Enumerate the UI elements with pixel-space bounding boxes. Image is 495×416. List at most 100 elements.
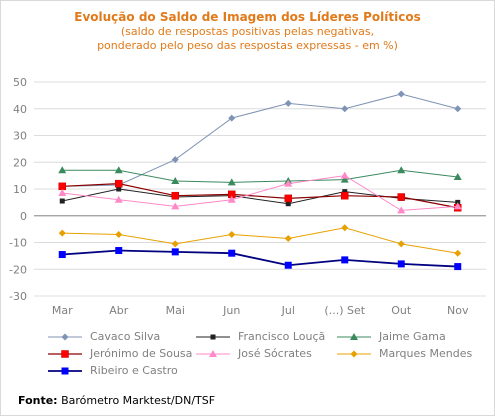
data-point-cavaco-silva [284,99,292,107]
legend-label: Jaime Gama [379,330,446,343]
series-line-cavaco-silva [62,93,458,187]
series-line-jose-socrates [62,175,458,211]
x-tick-label: Abr [109,304,129,317]
data-point-marques-mendes [228,230,236,238]
chart-title: Evolução do Saldo de Imagem dos Líderes … [74,10,421,24]
data-point-marques-mendes [341,224,349,232]
data-point-marques-mendes [284,234,292,242]
legend-swatch [196,334,230,340]
data-point-ribeiro-e-castro [341,256,349,264]
chart-subtitle-line-1: (saldo de respostas positivas pelas nega… [120,25,375,38]
legend-label: Jerónimo de Sousa [90,347,193,360]
data-point-ribeiro-e-castro [397,260,405,268]
data-point-jose-socrates [58,189,67,197]
x-tick-label: (...) Set [324,304,365,317]
data-point-cavaco-silva [397,90,405,98]
data-point-ribeiro-e-castro [228,249,236,257]
data-point-jeronimo-de-sousa [397,193,405,201]
data-point-jose-socrates [397,206,406,214]
data-point-marques-mendes [454,249,462,257]
series-cavaco-silva [58,90,462,190]
data-point-marques-mendes [397,240,405,248]
y-tick-label: -10 [9,237,27,250]
data-point-francisco-louca [285,201,291,207]
legend-swatch [48,367,82,375]
data-point-jaime-gama [114,166,123,174]
y-tick-label: 40 [13,103,27,116]
y-tick-label: 0 [20,210,27,223]
x-tick-label: Nov [447,304,469,317]
y-tick-label: -30 [9,290,27,303]
legend-swatch-marker [61,350,69,358]
series-line-ribeiro-e-castro [62,249,458,268]
legend-swatch [337,333,371,340]
legend-label: José Sócrates [238,347,312,360]
legend-swatch-marker [209,350,217,357]
data-point-francisco-louca [59,198,65,204]
data-point-ribeiro-e-castro [171,248,179,256]
legend-swatch [196,350,230,357]
series-ribeiro-e-castro [58,247,462,271]
data-point-jose-socrates [171,202,180,210]
legend-swatch-marker [61,333,69,341]
legend-swatch-marker [350,333,358,340]
y-tick-label: 50 [13,76,27,89]
series-jeronimo-de-sousa [58,179,462,212]
x-tick-label: Mai [166,304,185,317]
y-tick-label: -20 [9,263,27,276]
data-point-jose-socrates [227,195,236,203]
legend-label: Cavaco Silva [90,330,161,343]
series-marques-mendes [58,224,462,257]
x-tick-label: Jul [281,304,295,317]
series-line-marques-mendes [62,227,458,254]
legend-label: Marques Mendes [379,347,473,360]
data-point-marques-mendes [115,230,123,238]
data-point-jeronimo-de-sousa [341,191,349,200]
data-point-marques-mendes [58,229,66,237]
series-jose-socrates [58,171,462,214]
series-line-jeronimo-de-sousa [62,183,458,209]
data-point-jaime-gama [397,166,406,174]
legend-label: Ribeiro e Castro [90,364,178,377]
data-point-cavaco-silva [228,114,236,122]
data-point-marques-mendes [171,240,179,248]
data-point-cavaco-silva [171,156,179,164]
x-tick-label: Out [391,304,412,317]
data-point-jose-socrates [453,202,462,210]
source-text: Barómetro Marktest/DN/TSF [57,394,216,407]
y-tick-label: 10 [13,183,27,196]
data-point-cavaco-silva [341,105,349,113]
data-point-jaime-gama [171,176,180,184]
data-point-jose-socrates [340,171,349,179]
data-point-jeronimo-de-sousa [115,179,123,188]
y-tick-label: 20 [13,156,27,169]
data-point-jeronimo-de-sousa [58,182,66,191]
legend-swatch-marker [350,350,358,358]
data-point-francisco-louca [455,199,461,205]
data-point-francisco-louca [116,186,122,192]
line-chart: -30 -20 -10 0 10 20 30 40 50 Mar Abr Mai Jun Jul (...)… [9,76,486,317]
series-line-jaime-gama [62,169,458,183]
source-note: Fonte: Barómetro Marktest/DN/TSF [18,394,215,407]
data-point-ribeiro-e-castro [115,247,123,255]
legend-swatch-marker [210,334,216,340]
data-point-jose-socrates [284,179,293,187]
chart-subtitle-line-2: ponderado pelo peso das respostas expres… [97,39,398,52]
data-point-francisco-louca [342,189,348,195]
legend-swatch [337,350,371,358]
data-point-cavaco-silva [454,105,462,113]
data-point-jeronimo-de-sousa [284,194,292,203]
chart-header: Evolução do Saldo de Imagem dos Líderes … [1,9,494,53]
legend-swatch [48,350,82,358]
legend-swatch [48,333,82,341]
data-point-jaime-gama [340,175,349,183]
data-point-jose-socrates [114,195,123,203]
data-point-jeronimo-de-sousa [171,191,179,200]
x-tick-label: Mar [52,304,73,317]
data-point-ribeiro-e-castro [58,251,66,259]
legend-swatch-marker [61,367,69,375]
legend-label: Francisco Louçã [238,330,326,343]
y-tick-label: 30 [13,130,27,143]
data-point-jaime-gama [58,166,67,174]
